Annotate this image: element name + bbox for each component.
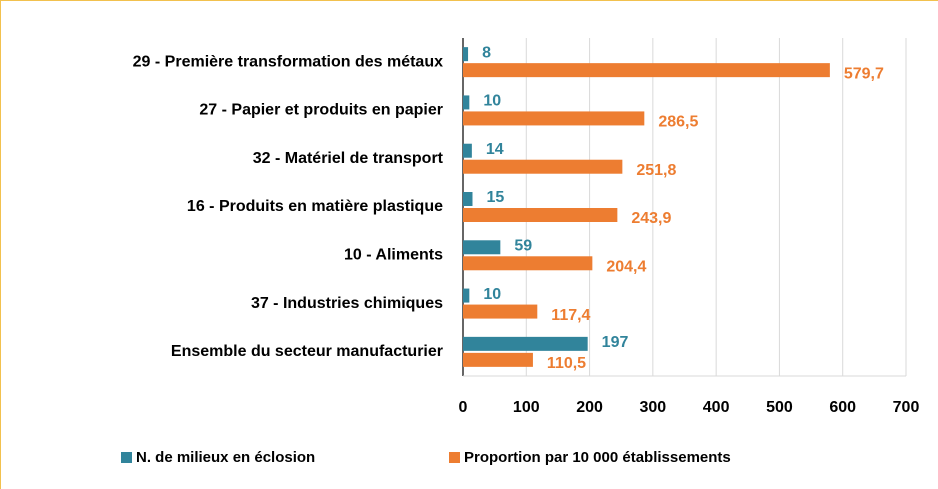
x-tick-label: 700 [893,399,920,416]
data-label: 286,5 [658,114,698,131]
y-tick-label: 32 - Matériel de transport [253,150,444,167]
legend-swatch [121,452,132,463]
x-tick-label: 400 [703,399,730,416]
data-label: 14 [486,141,504,158]
legend-swatch [449,452,460,463]
bar [463,336,588,351]
data-label: 8 [482,44,491,61]
bar [463,256,593,271]
bar [463,208,618,222]
legend-label: N. de milieux en éclosion [136,449,315,466]
bar [463,95,470,110]
y-tick-label: 37 - Industries chimiques [251,295,443,312]
x-tick-label: 0 [459,399,468,416]
data-label: 579,7 [844,65,884,82]
data-label: 251,8 [636,162,676,179]
legend-label: Proportion par 10 000 établissements [464,449,731,466]
bar [463,352,533,367]
data-label: 117,4 [551,307,590,324]
x-tick-label: 500 [766,399,793,416]
bar [463,192,473,206]
y-tick-label: 27 - Papier et produits en papier [199,102,443,119]
y-tick-label: 16 - Produits en matière plastique [187,198,443,215]
bar [463,240,501,255]
data-label: 204,4 [606,259,646,276]
y-tick-label: 10 - Aliments [344,247,443,264]
bar [463,159,623,174]
bar [463,111,645,126]
bar [463,63,830,78]
bar [463,143,472,158]
x-tick-label: 100 [513,399,540,416]
data-label: 243,9 [631,210,671,227]
data-label: 59 [514,238,532,255]
bar [463,288,470,303]
x-tick-label: 200 [576,399,603,416]
x-tick-label: 600 [829,399,856,416]
y-tick-label: 29 - Première transformation des métaux [133,53,443,70]
bar [463,47,469,62]
data-label: 15 [486,189,504,206]
bar [463,304,538,319]
data-label: 10 [483,286,501,303]
y-tick-label: Ensemble du secteur manufacturier [171,343,443,360]
x-tick-label: 300 [640,399,667,416]
data-label: 110,5 [547,355,586,372]
data-label: 197 [602,334,629,351]
data-label: 10 [483,93,501,110]
